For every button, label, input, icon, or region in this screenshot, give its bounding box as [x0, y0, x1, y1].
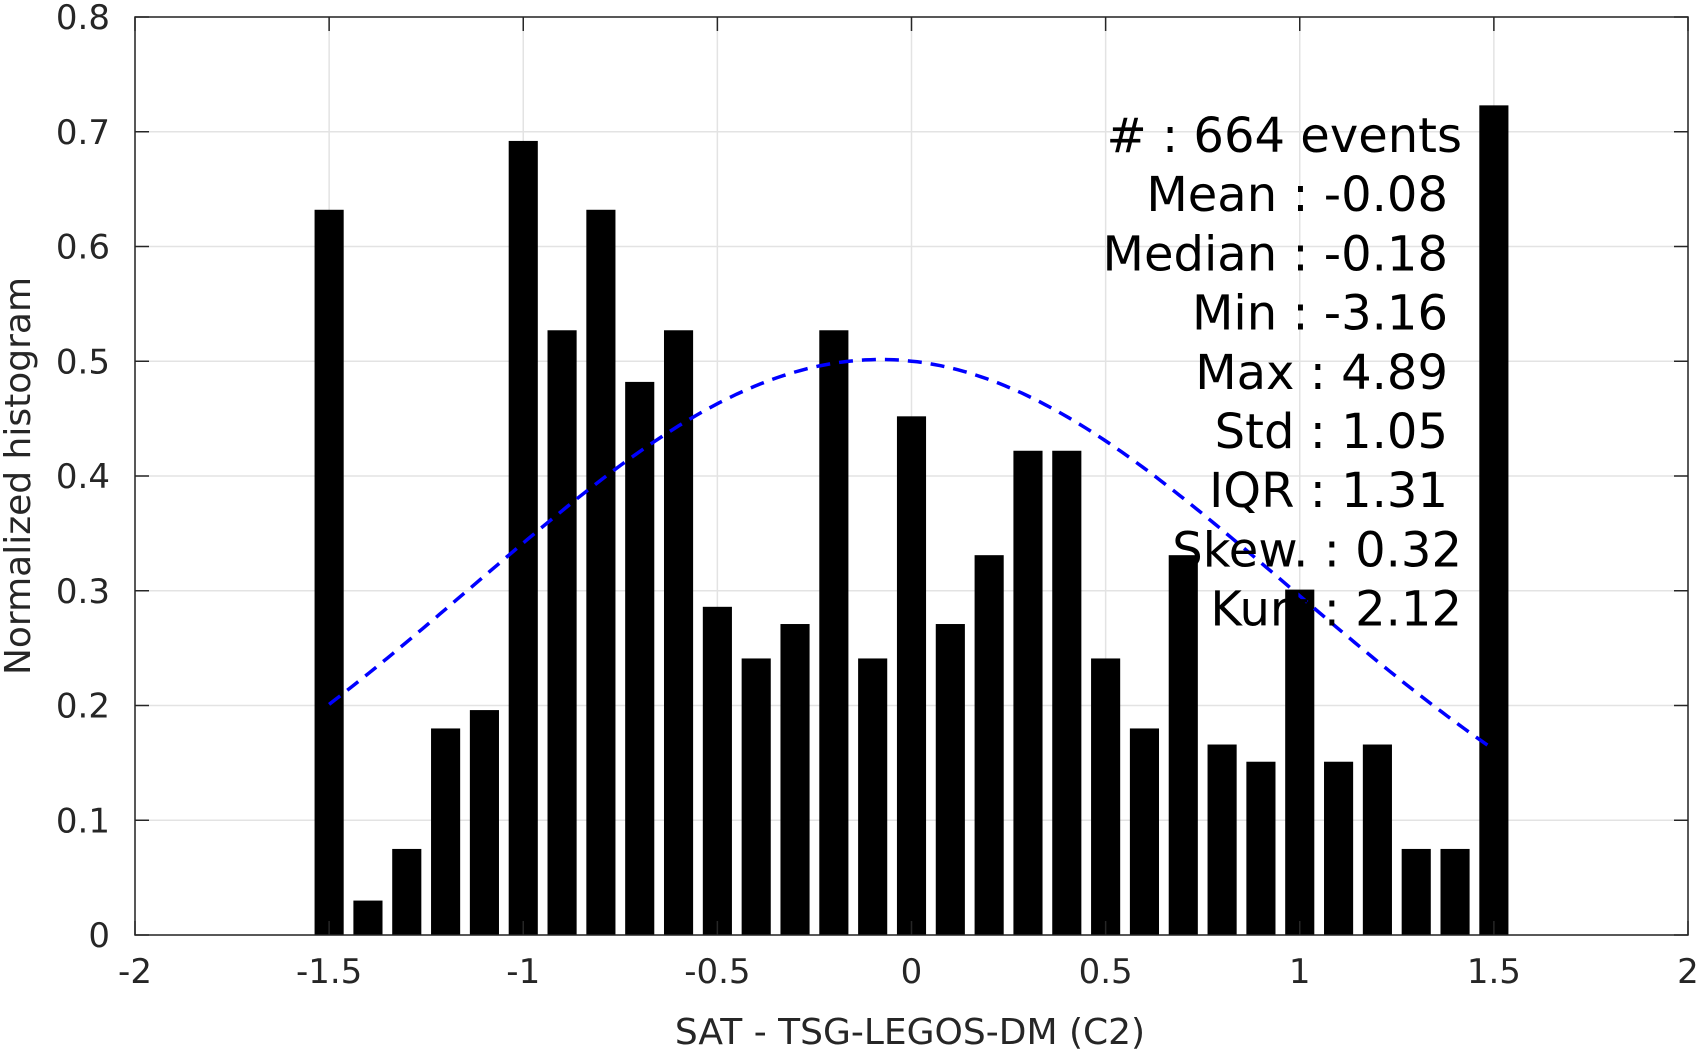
histogram-bar — [1246, 761, 1276, 935]
histogram-bar — [780, 624, 810, 935]
x-tick-label: -1 — [506, 952, 540, 992]
x-tick-label: 1.5 — [1467, 952, 1521, 992]
histogram-bar — [1052, 450, 1082, 935]
histogram-bar — [1129, 728, 1160, 935]
histogram-bar — [896, 416, 927, 936]
histogram-bar — [1401, 848, 1431, 935]
histogram-bar — [1091, 658, 1121, 935]
histogram-bar — [392, 848, 422, 935]
histogram-bar — [974, 555, 1004, 935]
histogram-bar — [1013, 450, 1043, 935]
y-tick-label: 0.3 — [56, 572, 110, 612]
histogram-bar — [702, 606, 732, 935]
histogram-bar — [1440, 848, 1470, 935]
stat-line: Std : 1.05 — [1215, 404, 1448, 460]
x-tick-label: -0.5 — [684, 952, 750, 992]
y-tick-label: 0.6 — [56, 228, 110, 268]
x-tick-label: 2 — [1677, 952, 1699, 992]
histogram-bar — [1479, 105, 1509, 936]
histogram-bar — [1285, 589, 1315, 935]
histogram-bar — [547, 330, 577, 936]
stat-line: Skew. : 0.32 — [1172, 522, 1462, 578]
y-tick-label: 0.2 — [56, 687, 110, 727]
histogram-bar — [431, 728, 461, 935]
x-tick-label: -2 — [118, 952, 152, 992]
x-axis-label: SAT - TSG-LEGOS-DM (C2) — [675, 1012, 1145, 1053]
stat-line: Median : -0.18 — [1103, 226, 1448, 282]
normal-fit-curve — [328, 357, 1495, 751]
y-tick-labels: 0 0.1 0.2 0.3 0.4 0.5 0.6 0.7 0.8 — [56, 0, 110, 956]
stat-line: Min : -3.16 — [1192, 286, 1448, 342]
y-tick-label: 0.8 — [56, 0, 110, 38]
x-tick-label: 1 — [1289, 952, 1311, 992]
histogram-bar — [819, 330, 849, 936]
x-tick-labels: -2 -1.5 -1 -0.5 0 0.5 1 1.5 2 — [118, 952, 1699, 992]
histogram-bar — [314, 209, 344, 935]
x-tick-label: 0 — [901, 952, 923, 992]
histogram-bar — [1324, 761, 1354, 935]
histogram-bar — [663, 330, 694, 936]
bar-series — [314, 105, 1509, 936]
histogram-bar — [508, 140, 538, 935]
histogram-bar — [353, 900, 383, 935]
y-tick-label: 0.7 — [56, 113, 110, 153]
histogram-bar — [935, 624, 965, 935]
y-tick-label: 0.5 — [56, 342, 110, 382]
stat-line: Kurt : 2.12 — [1210, 582, 1462, 638]
histogram-bar — [469, 710, 499, 935]
x-tick-label: -1.5 — [296, 952, 362, 992]
x-tick-label: 0.5 — [1079, 952, 1133, 992]
histogram-bar — [1207, 744, 1237, 935]
histogram-bar — [1362, 744, 1392, 935]
y-tick-label: 0.1 — [56, 801, 110, 841]
stat-line: # : 664 events — [1107, 108, 1463, 164]
stat-line: Mean : -0.08 — [1146, 167, 1448, 223]
y-tick-label: 0 — [88, 916, 110, 956]
axes-frame — [134, 16, 1689, 936]
stat-line: IQR : 1.31 — [1209, 463, 1448, 519]
histogram-bar — [1168, 555, 1198, 935]
histogram-bar — [586, 209, 616, 935]
stat-line: Max : 4.89 — [1195, 345, 1448, 401]
y-tick-label: 0.4 — [56, 457, 110, 497]
histogram-bar — [858, 658, 888, 935]
fit-curve-line — [328, 357, 1495, 751]
y-axis-label: Normalized histogram — [0, 277, 39, 675]
histogram-bar — [741, 658, 771, 935]
histogram-bar — [625, 381, 655, 935]
